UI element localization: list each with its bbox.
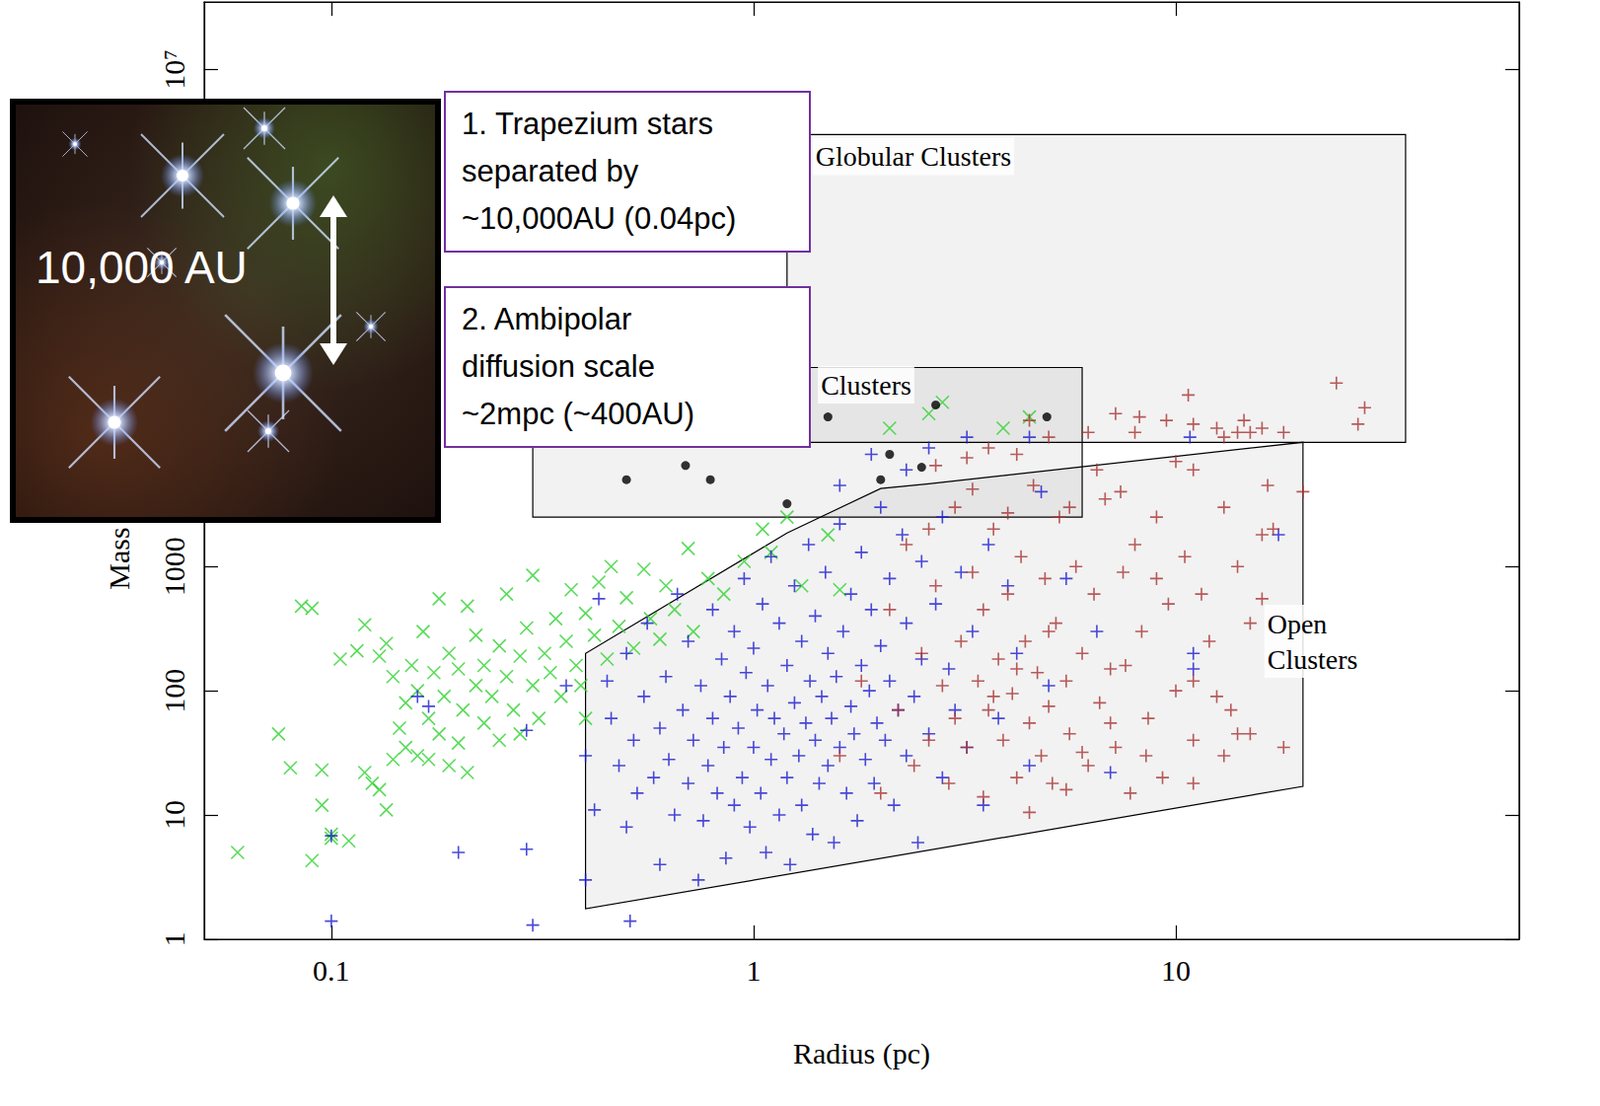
svg-text:10⁷: 10⁷ bbox=[157, 49, 191, 89]
svg-text:1: 1 bbox=[157, 932, 191, 947]
svg-text:100: 100 bbox=[157, 668, 191, 714]
svg-text:Clusters: Clusters bbox=[820, 369, 912, 401]
svg-text:0.1: 0.1 bbox=[312, 953, 351, 987]
svg-text:1000: 1000 bbox=[157, 536, 191, 596]
svg-text:Globular Clusters: Globular Clusters bbox=[815, 141, 1012, 172]
html-text:10,000 AU: 10,000 AU bbox=[35, 241, 248, 293]
svg-text:Clusters: Clusters bbox=[1267, 644, 1359, 675]
svg-text:1: 1 bbox=[745, 953, 761, 987]
html-text:2. Ambipolar diffusion scale ~: 2. Ambipolar diffusion scale ~2mpc (~400… bbox=[461, 301, 695, 432]
svg-text:Mass: Mass bbox=[102, 526, 136, 589]
svg-text:Open: Open bbox=[1267, 608, 1328, 640]
svg-text:10: 10 bbox=[1161, 953, 1191, 987]
svg-text:10: 10 bbox=[157, 800, 191, 830]
html-text:1. Trapezium stars separated b: 1. Trapezium stars separated by ~10,000A… bbox=[461, 106, 737, 236]
svg-text:Radius (pc): Radius (pc) bbox=[793, 1036, 931, 1071]
